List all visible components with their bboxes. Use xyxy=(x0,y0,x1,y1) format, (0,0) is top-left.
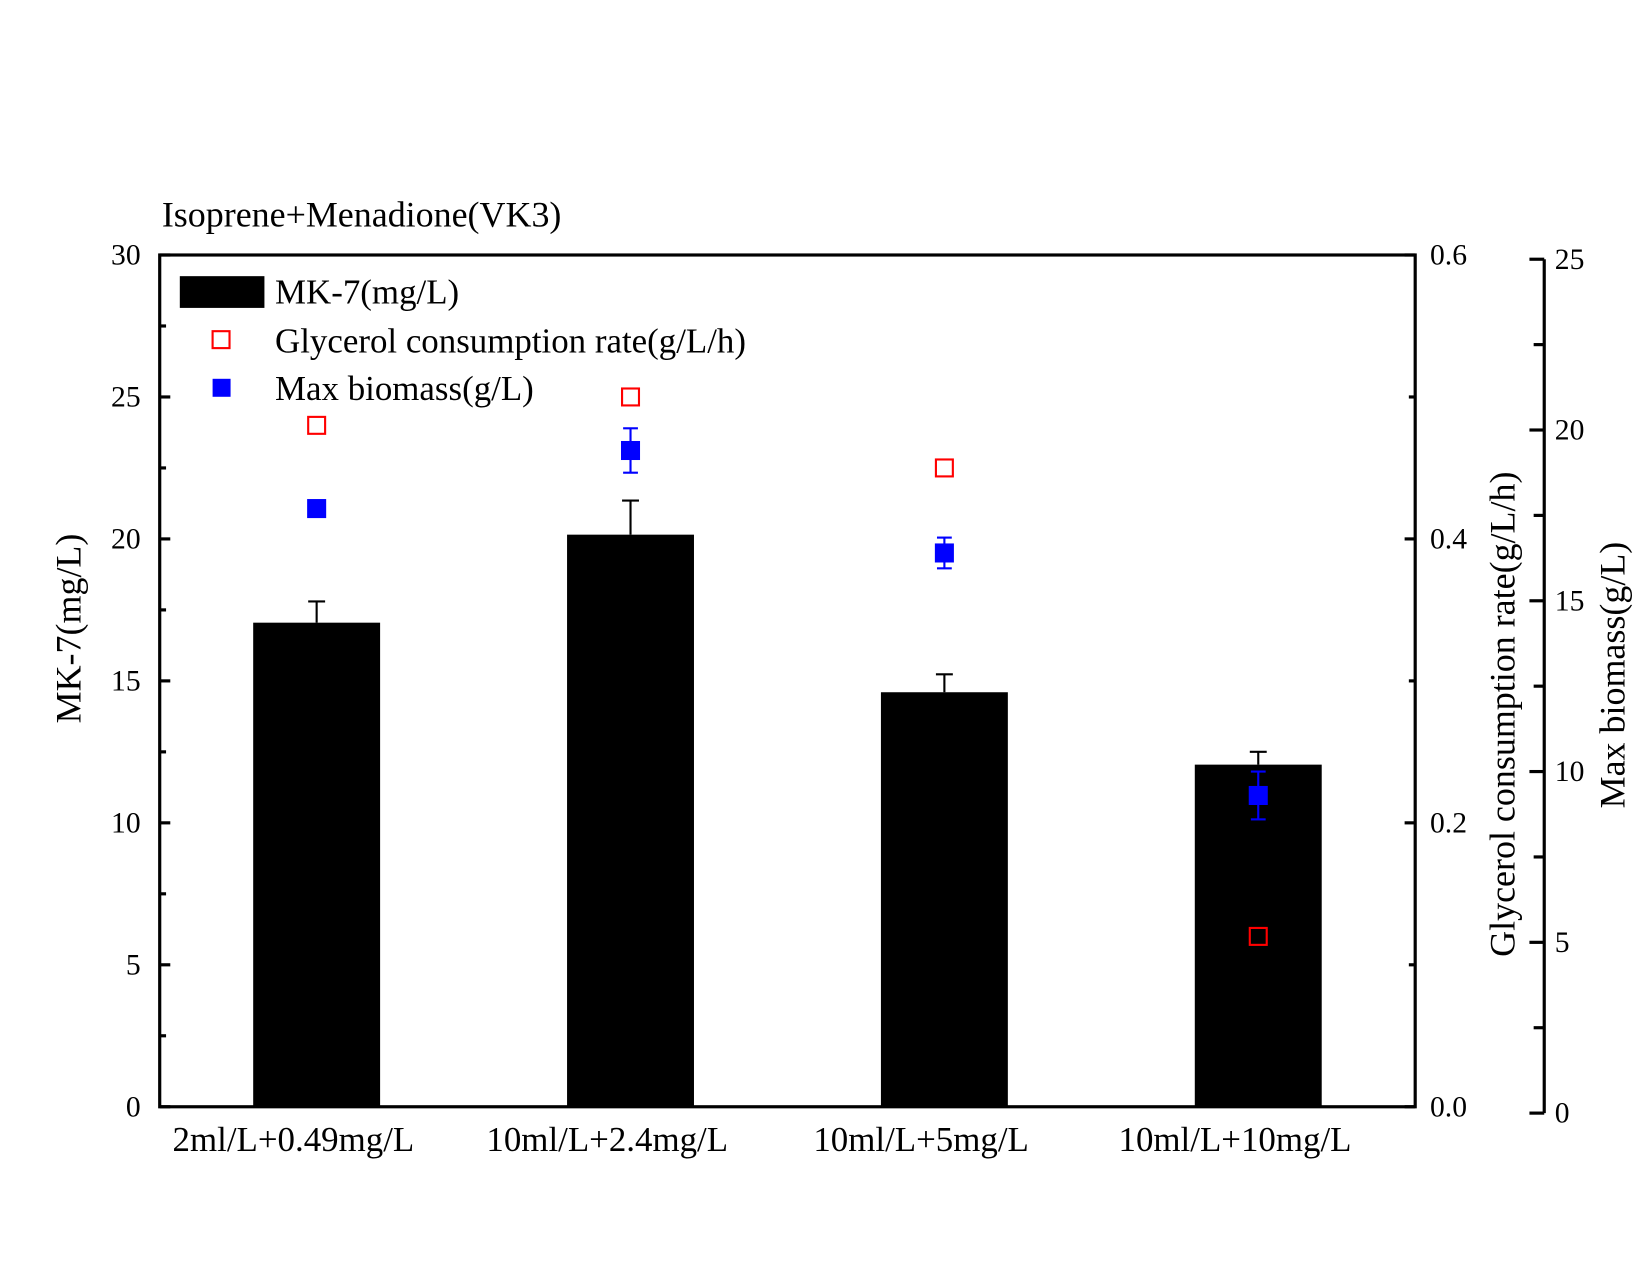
glycerol-point xyxy=(620,387,641,407)
biomass-tick-label: 5 xyxy=(1555,927,1570,959)
mk7-bar xyxy=(880,692,1008,1107)
legend-swatch-glycerol xyxy=(211,330,231,350)
legend-swatch-mk7 xyxy=(179,276,265,308)
biomass-point xyxy=(307,499,327,519)
glycerol-axis-label: Glycerol consumption rate(g/L/h) xyxy=(1483,472,1523,957)
biomass-point xyxy=(1248,785,1268,805)
chart-title: Isoprene+Menadione(VK3) xyxy=(162,194,562,234)
left-tick-label: 10 xyxy=(111,807,141,839)
legend-label-biomass: Max biomass(g/L) xyxy=(275,369,534,408)
biomass-axis-label: Max biomass(g/L) xyxy=(1593,542,1633,809)
glycerol-point xyxy=(934,458,954,478)
legend-label-glycerol: Glycerol consumption rate(g/L/h) xyxy=(275,321,746,360)
glycerol-tick-label: 0.2 xyxy=(1430,807,1467,839)
glycerol-tick-label: 0.4 xyxy=(1430,523,1467,555)
glycerol-point xyxy=(307,415,327,435)
legend-label-mk7: MK-7(mg/L) xyxy=(275,273,459,312)
left-tick-label: 15 xyxy=(111,665,141,697)
mk7-bar xyxy=(1194,764,1322,1107)
legend-swatch-biomass xyxy=(212,378,231,397)
x-tick-label: 10ml/L+2.4mg/L xyxy=(486,1120,728,1159)
legend: MK-7(mg/L) Glycerol consumption rate(g/L… xyxy=(179,273,746,408)
left-axis-label: MK-7(mg/L) xyxy=(48,534,88,724)
glycerol-tick-label: 0.6 xyxy=(1430,240,1467,272)
left-tick-label: 0 xyxy=(126,1091,141,1123)
mk7-bar xyxy=(567,534,694,1107)
biomass-tick-label: 20 xyxy=(1555,415,1585,447)
glycerol-point xyxy=(1248,926,1268,946)
biomass-point xyxy=(934,543,954,563)
left-tick-label: 25 xyxy=(111,381,141,413)
x-tick-label: 10ml/L+10mg/L xyxy=(1119,1120,1352,1159)
left-tick-label: 20 xyxy=(111,523,141,555)
biomass-tick-label: 15 xyxy=(1555,585,1585,617)
left-tick-label: 30 xyxy=(111,240,141,272)
mk7-bar xyxy=(253,622,381,1107)
biomass-point xyxy=(620,440,641,461)
biomass-tick-label: 0 xyxy=(1555,1098,1570,1130)
x-tick-label: 2ml/L+0.49mg/L xyxy=(173,1120,415,1159)
glycerol-tick-label: 0.0 xyxy=(1430,1091,1467,1123)
x-tick-label: 10ml/L+5mg/L xyxy=(813,1120,1029,1159)
left-tick-label: 5 xyxy=(126,949,141,981)
biomass-tick-label: 10 xyxy=(1555,756,1585,788)
biomass-tick-label: 25 xyxy=(1555,244,1585,276)
